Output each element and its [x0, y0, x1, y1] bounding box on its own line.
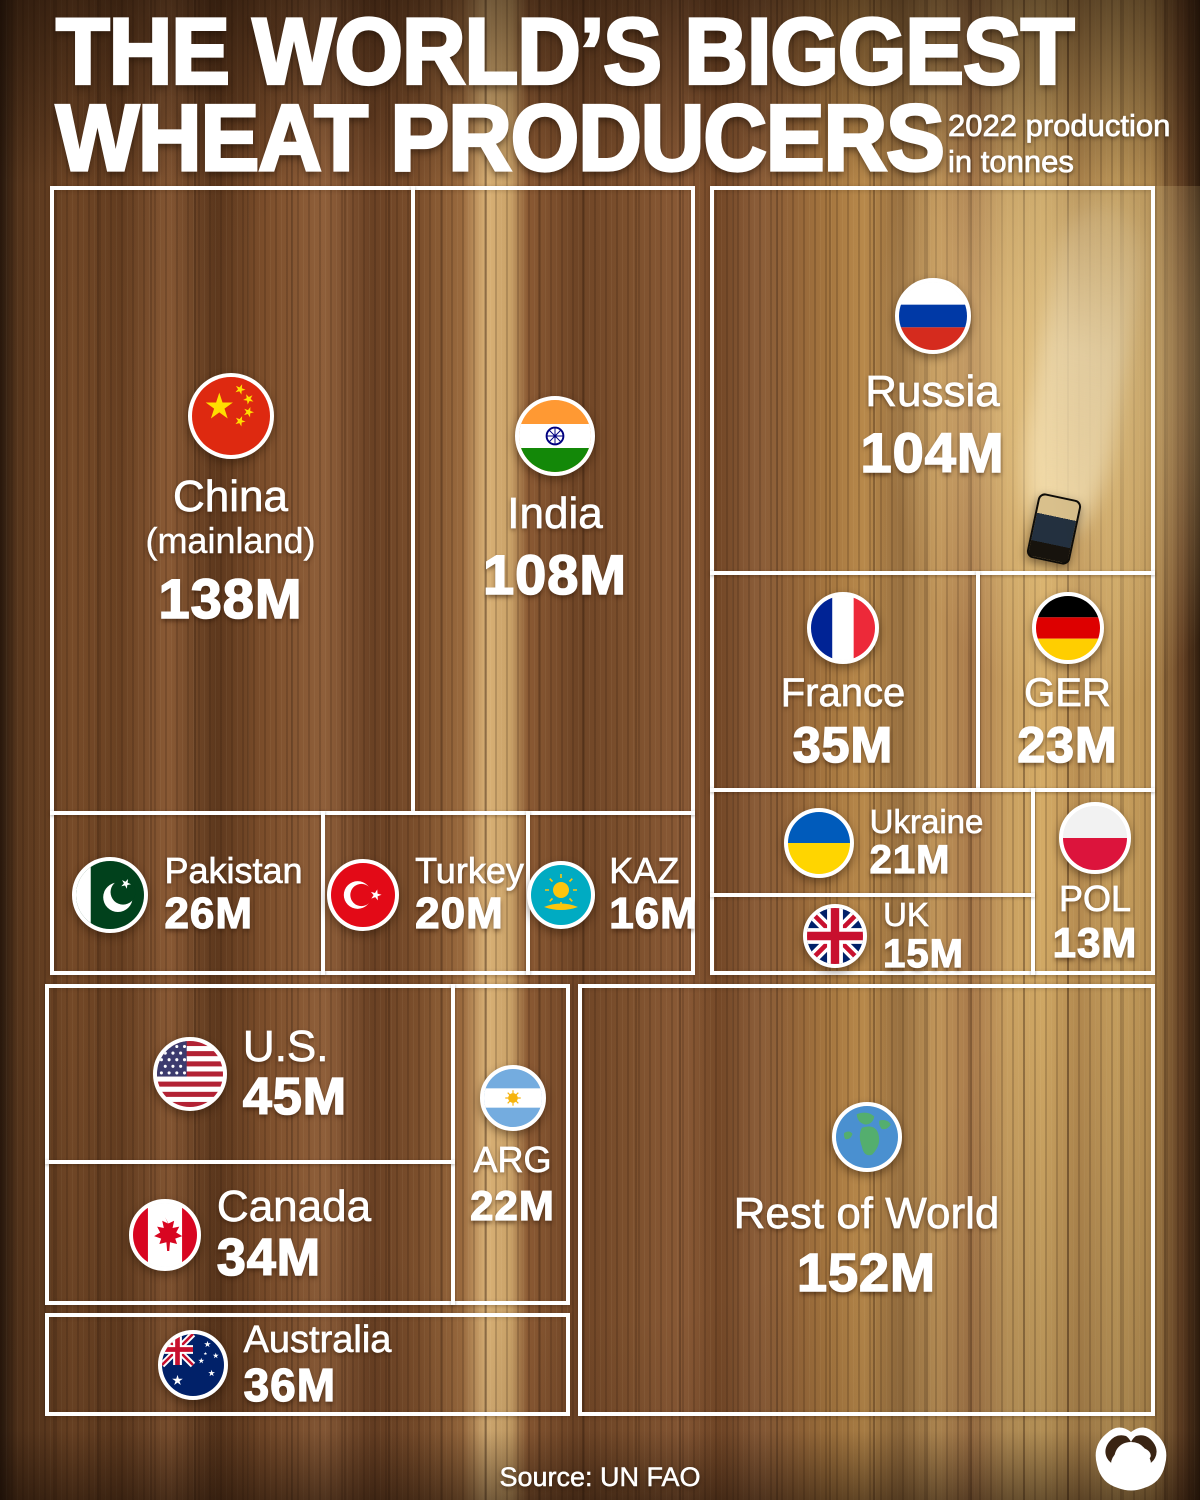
australia-flag-icon [157, 1329, 228, 1400]
region-value: 152M [796, 1243, 937, 1304]
cell-rest-of-world: Rest of World 152M [578, 988, 1155, 1416]
turkey-flag-icon [327, 859, 400, 931]
ukraine-flag-icon [783, 807, 854, 878]
cell-us: U.S. 45M [49, 988, 451, 1160]
country-name: Russia [865, 367, 1000, 417]
cell-uk: UK 15M [710, 897, 1031, 975]
cell-australia: Australia 36M [49, 1313, 570, 1416]
globe-icon [831, 1101, 902, 1172]
cell-argentina: ARG 22M [455, 988, 570, 1305]
country-name: U.S. [242, 1021, 329, 1071]
country-value: 108M [482, 542, 628, 606]
page-title: THE WORLD’S BIGGEST WHEAT PRODUCERS [54, 0, 1075, 191]
country-name: UK [883, 896, 930, 934]
cell-russia: Russia 104M [710, 190, 1155, 571]
subtitle-line-2: in tonnes [948, 143, 1075, 179]
divider-us-argentina [451, 984, 455, 1305]
country-name: Turkey [415, 850, 524, 892]
cell-kazakhstan: KAZ 16M [527, 815, 698, 975]
country-value: 138M [158, 566, 303, 630]
cell-germany: GER 23M [980, 575, 1155, 788]
germany-flag-icon [1031, 591, 1104, 664]
canada-flag-icon [128, 1198, 201, 1271]
cell-india: India 108M [415, 190, 695, 811]
poland-flag-icon [1059, 802, 1131, 875]
divider-ukraine-uk [710, 893, 1035, 897]
divider-left-row [50, 811, 695, 815]
pakistan-flag-icon [72, 857, 149, 933]
country-name: Pakistan [164, 850, 303, 892]
divider-russia-bottom [710, 571, 1155, 575]
country-sublabel: (mainland) [145, 520, 316, 562]
cell-china: China (mainland) 138M [54, 190, 407, 811]
country-value: 104M [860, 420, 1005, 484]
region-name: Rest of World [733, 1188, 1000, 1238]
country-value: 35M [792, 716, 894, 773]
divider-ukraine-poland [1031, 788, 1035, 975]
divider-france-ukraine [710, 788, 1155, 792]
block-outline-top-left [50, 186, 695, 975]
country-value: 20M [415, 889, 504, 939]
russia-flag-icon [894, 278, 971, 355]
country-name: China [173, 471, 289, 521]
block-outline-rest-of-world [578, 984, 1155, 1416]
block-outline-bottom-left [45, 984, 570, 1305]
country-value: 16M [609, 889, 698, 939]
block-outline-top-right [710, 186, 1155, 975]
cell-canada: Canada 34M [49, 1164, 451, 1305]
china-flag-icon [187, 372, 274, 459]
cell-turkey: Turkey 20M [325, 815, 526, 975]
subtitle-line-1: 2022 production [948, 108, 1171, 144]
country-value: 45M [242, 1068, 348, 1127]
india-flag-icon [515, 396, 595, 477]
cell-france: France 35M [710, 575, 976, 788]
country-name: POL [1058, 878, 1132, 920]
country-value: 26M [164, 889, 254, 939]
country-value: 13M [1052, 918, 1138, 966]
country-name: Australia [243, 1318, 392, 1361]
country-name: Ukraine [869, 802, 984, 840]
france-flag-icon [807, 591, 879, 664]
cell-pakistan: Pakistan 26M [54, 815, 321, 975]
country-name: India [507, 489, 603, 539]
us-flag-icon [152, 1037, 227, 1111]
country-name: KAZ [609, 850, 680, 892]
country-name: GER [1024, 670, 1111, 715]
cell-ukraine: Ukraine 21M [710, 792, 1031, 893]
kazakhstan-flag-icon [527, 861, 596, 929]
title-line-1: THE WORLD’S BIGGEST [54, 0, 1075, 104]
country-name: ARG [473, 1139, 552, 1181]
divider-pakistan-turkey [321, 811, 325, 975]
title-line-2: WHEAT PRODUCERS [54, 85, 946, 191]
country-value: 21M [869, 838, 951, 883]
country-name: France [780, 670, 906, 715]
country-value: 36M [243, 1358, 337, 1411]
uk-flag-icon [803, 904, 868, 968]
cell-poland: POL 13M [1035, 792, 1155, 975]
country-value: 23M [1017, 716, 1118, 773]
country-value: 22M [470, 1181, 555, 1229]
country-value: 34M [216, 1228, 322, 1287]
divider-france-germany [976, 571, 980, 790]
argentina-flag-icon [479, 1065, 546, 1132]
country-name: Canada [216, 1182, 372, 1232]
country-value: 15M [882, 931, 964, 976]
voronoi-logo [1072, 1420, 1190, 1500]
subtitle: 2022 production in tonnes [948, 108, 1171, 179]
divider-us-canada [45, 1160, 455, 1164]
source-label: Source: UN FAO [499, 1462, 701, 1493]
divider-china-india [411, 186, 415, 815]
block-outline-australia [45, 1313, 570, 1416]
